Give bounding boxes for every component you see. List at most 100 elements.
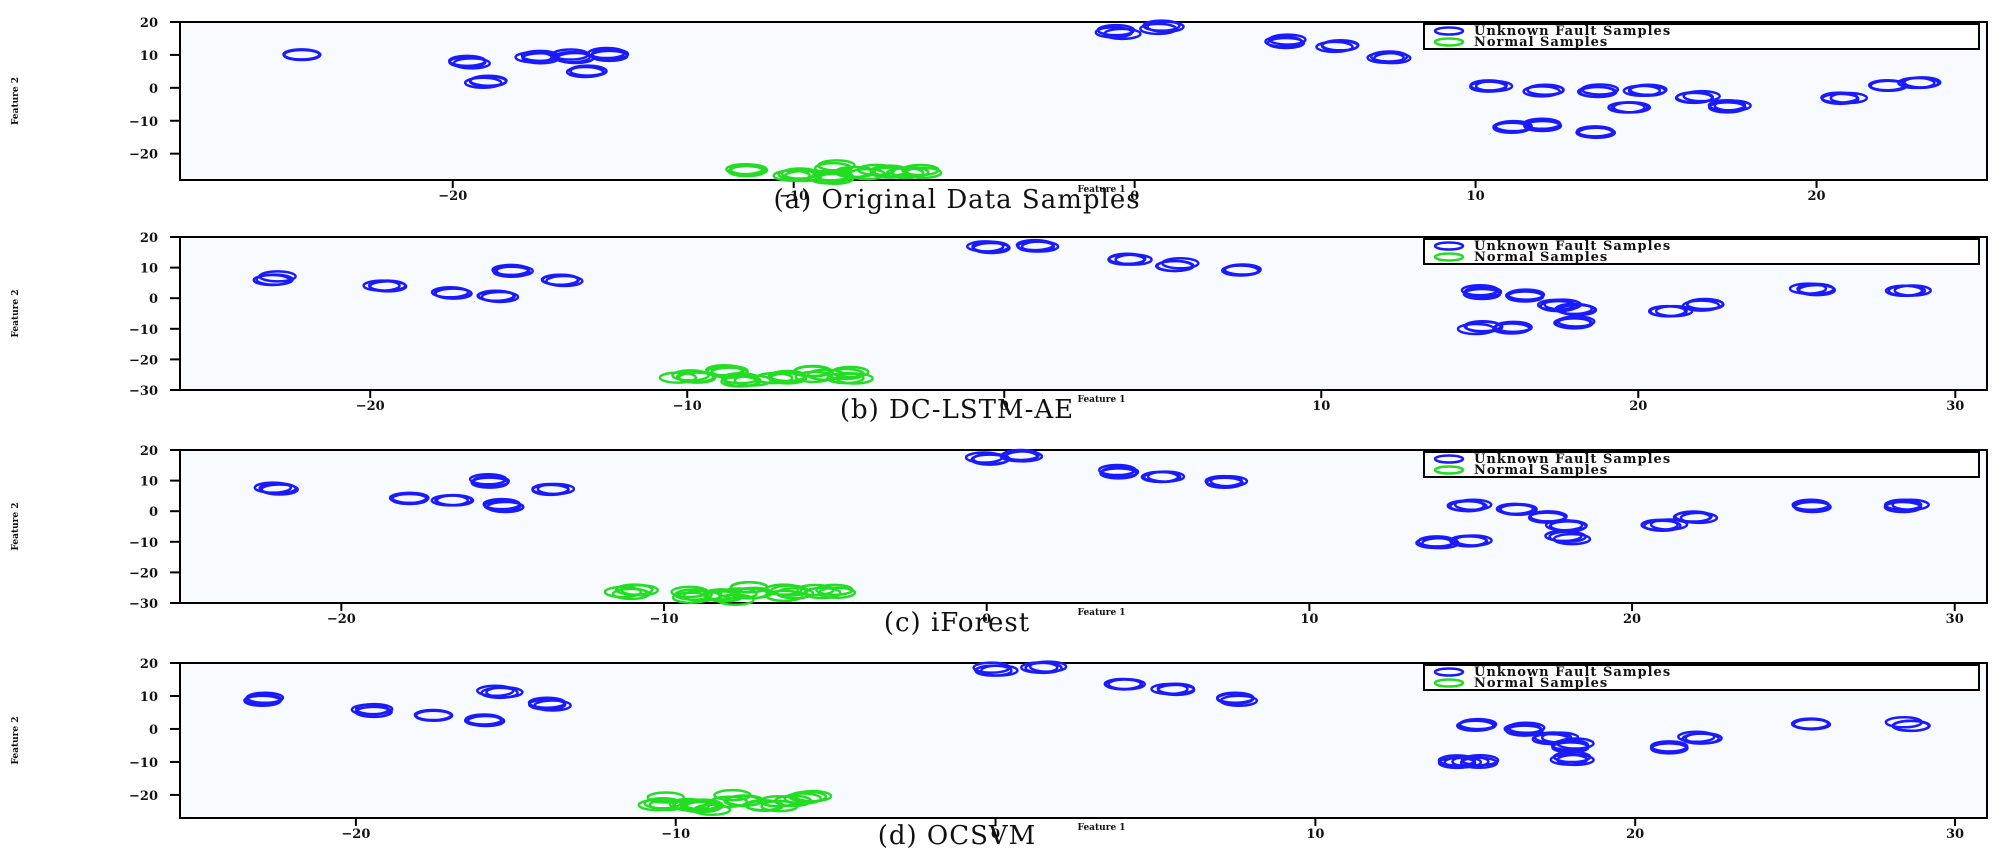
data-point xyxy=(765,589,804,603)
data-point xyxy=(255,273,294,286)
legend-marker xyxy=(1433,26,1465,36)
data-point xyxy=(1575,126,1614,139)
data-point xyxy=(1103,27,1142,41)
data-point xyxy=(368,280,408,293)
data-point xyxy=(1016,240,1056,253)
data-point xyxy=(1100,465,1140,479)
data-point xyxy=(552,50,592,64)
data-point xyxy=(354,702,394,716)
data-point xyxy=(1443,756,1483,769)
data-point xyxy=(1369,50,1409,63)
x-tick-label: 30 xyxy=(1946,399,1964,414)
data-point xyxy=(1679,511,1719,525)
y-tick-label: 10 xyxy=(140,49,158,64)
data-point xyxy=(1578,85,1618,99)
data-point xyxy=(830,365,870,379)
data-point xyxy=(469,74,508,87)
data-point xyxy=(803,586,842,600)
data-point xyxy=(1107,253,1146,266)
data-point xyxy=(1216,691,1255,704)
legend-label: Normal Samples xyxy=(1474,463,1608,478)
data-point xyxy=(253,481,293,494)
data-point xyxy=(1417,535,1456,548)
data-point xyxy=(463,76,503,90)
data-point xyxy=(1463,285,1503,299)
data-point xyxy=(1315,40,1354,54)
x-tick-label: 10 xyxy=(1306,827,1324,842)
data-point xyxy=(414,709,453,722)
data-point xyxy=(611,587,651,601)
data-point xyxy=(480,686,519,700)
data-point xyxy=(1883,498,1923,512)
series-unknown-fault-samples xyxy=(243,660,1931,770)
data-point xyxy=(1469,80,1508,93)
chart-panel-c: 20 10 0 −10 −20 −30 −20 −10 0 10 20 30 Feature 1 Feat… xyxy=(11,444,1988,638)
series-unknown-fault-samples xyxy=(253,448,1930,550)
panel-caption: (c) iForest xyxy=(884,608,1030,638)
data-point xyxy=(682,589,721,603)
y-tick-label: 0 xyxy=(149,292,158,307)
legend-label: Normal Samples xyxy=(1474,676,1608,691)
x-tick-label: 0 xyxy=(982,612,991,627)
data-point xyxy=(1629,83,1668,97)
data-point xyxy=(1791,499,1831,512)
x-tick-label: −10 xyxy=(779,189,808,204)
data-point xyxy=(1900,76,1940,90)
y-tick-label: 0 xyxy=(149,723,158,738)
x-tick-label: 20 xyxy=(1807,189,1825,204)
data-point xyxy=(1498,503,1537,517)
legend-label: Unknown Fault Samples xyxy=(1474,452,1671,467)
data-point xyxy=(974,664,1013,677)
panel-caption: (b) DC-LSTM-AE xyxy=(840,395,1074,425)
x-tick-label: 10 xyxy=(1312,399,1330,414)
data-point xyxy=(1503,722,1542,736)
x-tick-label: 10 xyxy=(1467,189,1485,204)
panel-caption: (a) Original Data Samples xyxy=(773,185,1140,215)
data-point xyxy=(1004,450,1044,463)
data-point xyxy=(1024,661,1063,675)
x-tick-label: −20 xyxy=(341,827,370,842)
data-point xyxy=(972,241,1011,255)
x-axis-title: Feature 1 xyxy=(1078,823,1126,833)
series-normal-samples xyxy=(658,364,874,388)
data-point xyxy=(434,287,473,300)
data-point xyxy=(590,49,629,63)
x-tick-label: −10 xyxy=(673,399,702,414)
data-point xyxy=(1526,83,1565,96)
data-point xyxy=(733,374,773,387)
y-tick-label: −20 xyxy=(129,353,158,368)
data-point xyxy=(1681,732,1720,745)
x-tick-label: 20 xyxy=(1626,827,1644,842)
legend-label: Unknown Fault Samples xyxy=(1474,24,1671,39)
y-tick-label: 20 xyxy=(140,231,158,246)
data-point xyxy=(1449,499,1488,513)
x-tick-label: −10 xyxy=(650,612,679,627)
y-tick-label: −10 xyxy=(129,323,158,338)
legend-box xyxy=(1423,23,1980,50)
data-point xyxy=(483,499,522,512)
series-unknown-fault-samples xyxy=(282,19,1942,139)
data-point xyxy=(1650,741,1689,755)
legend-marker xyxy=(1433,454,1465,464)
data-point xyxy=(1681,299,1721,312)
data-point xyxy=(531,482,570,496)
data-point xyxy=(243,694,282,708)
y-tick-label: −30 xyxy=(129,384,158,399)
y-tick-label: 20 xyxy=(140,444,158,459)
data-point xyxy=(1556,737,1595,750)
data-point xyxy=(1437,754,1477,767)
data-point xyxy=(1892,719,1931,732)
legend-marker xyxy=(1433,678,1465,688)
data-point xyxy=(1142,470,1182,484)
data-point xyxy=(1797,283,1837,297)
data-point xyxy=(434,493,473,507)
data-point xyxy=(812,169,851,182)
series-unknown-fault-samples xyxy=(252,238,1932,336)
data-point xyxy=(1556,315,1596,328)
series-normal-samples xyxy=(603,580,857,607)
x-tick-label: 30 xyxy=(1946,827,1964,842)
data-point xyxy=(1790,717,1830,731)
data-point xyxy=(1264,35,1303,48)
